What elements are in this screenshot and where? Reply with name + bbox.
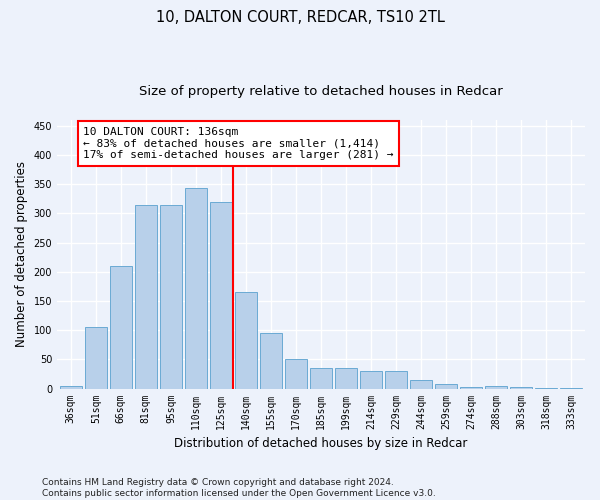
Bar — [385, 371, 407, 388]
X-axis label: Distribution of detached houses by size in Redcar: Distribution of detached houses by size … — [175, 437, 468, 450]
Bar — [435, 384, 457, 388]
Bar — [485, 386, 508, 388]
Text: Contains HM Land Registry data © Crown copyright and database right 2024.
Contai: Contains HM Land Registry data © Crown c… — [42, 478, 436, 498]
Title: Size of property relative to detached houses in Redcar: Size of property relative to detached ho… — [139, 85, 503, 98]
Bar — [209, 202, 232, 388]
Bar — [310, 368, 332, 388]
Bar — [360, 371, 382, 388]
Bar — [134, 204, 157, 388]
Bar — [235, 292, 257, 388]
Bar — [460, 387, 482, 388]
Text: 10 DALTON COURT: 136sqm
← 83% of detached houses are smaller (1,414)
17% of semi: 10 DALTON COURT: 136sqm ← 83% of detache… — [83, 127, 394, 160]
Bar — [335, 368, 358, 388]
Y-axis label: Number of detached properties: Number of detached properties — [15, 162, 28, 348]
Bar — [85, 328, 107, 388]
Text: 10, DALTON COURT, REDCAR, TS10 2TL: 10, DALTON COURT, REDCAR, TS10 2TL — [155, 10, 445, 25]
Bar — [160, 204, 182, 388]
Bar — [59, 386, 82, 388]
Bar — [410, 380, 433, 388]
Bar — [285, 360, 307, 388]
Bar — [260, 333, 282, 388]
Bar — [185, 188, 207, 388]
Bar — [110, 266, 132, 388]
